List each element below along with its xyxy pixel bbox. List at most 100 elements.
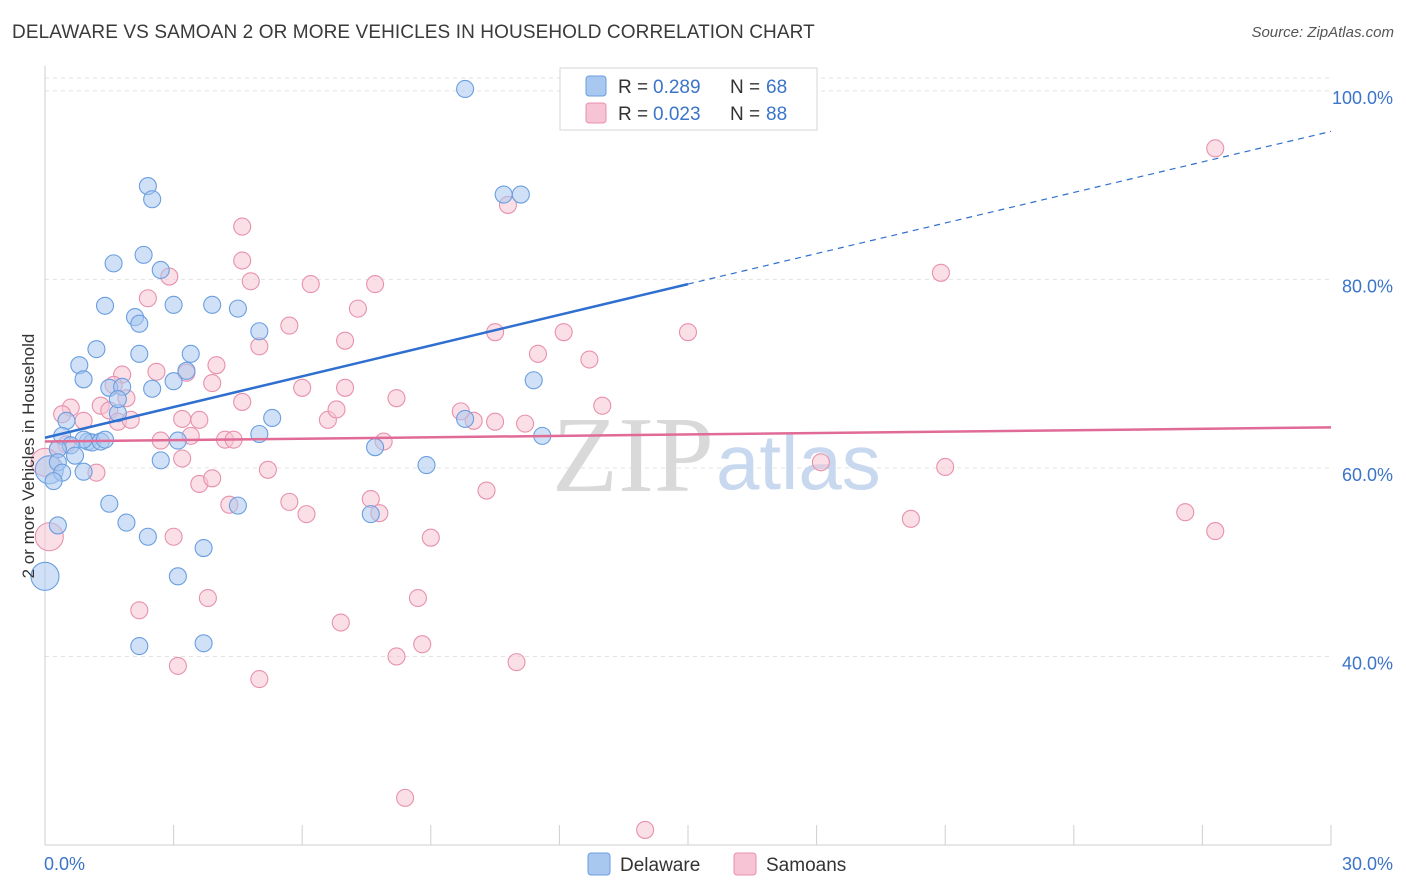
point-samoans [190, 410, 209, 429]
point-samoans [936, 457, 955, 477]
point-samoans [336, 331, 355, 350]
point-samoans [507, 653, 526, 672]
point-samoans [138, 289, 157, 308]
point-delaware [30, 561, 60, 591]
bottom-legend-delaware: Delaware [620, 855, 700, 876]
point-samoans [421, 528, 440, 547]
point-delaware [228, 299, 247, 318]
bottom-legend: Delaware Samoans [587, 852, 846, 876]
point-delaware [143, 190, 162, 209]
point-samoans [554, 323, 573, 342]
point-samoans [250, 337, 269, 356]
point-samoans [293, 378, 312, 397]
x-tick-label-min: 0.0% [44, 854, 85, 874]
y-tick-label: 80.0% [1342, 276, 1393, 296]
point-delaware [57, 411, 76, 430]
point-delaware [164, 295, 183, 314]
watermark-atlas: atlas [716, 418, 881, 506]
point-delaware [263, 408, 282, 428]
legend-r-value-samoans: 0.023 [653, 104, 701, 125]
point-samoans [528, 344, 548, 363]
point-samoans [516, 414, 535, 433]
point-samoans [408, 588, 427, 608]
bottom-legend-swatch-samoans [733, 852, 757, 876]
point-delaware [95, 296, 115, 315]
point-delaware [44, 472, 63, 491]
point-samoans [250, 670, 269, 689]
y-tick-label: 40.0% [1342, 653, 1393, 673]
point-samoans [203, 374, 222, 393]
point-delaware [87, 340, 106, 359]
point-samoans [413, 635, 432, 654]
trend-line-extension-delaware [687, 130, 1332, 285]
point-samoans [387, 389, 406, 408]
point-delaware [203, 295, 222, 314]
point-samoans [931, 263, 950, 282]
point-delaware [74, 370, 93, 389]
point-samoans [241, 272, 260, 291]
point-delaware [48, 516, 67, 535]
point-samoans [396, 788, 415, 807]
point-delaware [177, 361, 196, 380]
y-tick-labels: 40.0% 60.0% 80.0% 100.0% [1332, 88, 1393, 674]
point-samoans [678, 323, 698, 342]
point-delaware [417, 456, 436, 475]
legend: R = 0.289 N = 68 R = 0.023 N = 88 [559, 67, 818, 131]
point-delaware [164, 372, 183, 391]
point-delaware [130, 314, 149, 333]
point-samoans [280, 316, 299, 335]
point-samoans [387, 647, 406, 666]
trend-line-samoans [44, 426, 1332, 443]
point-samoans [130, 601, 149, 620]
point-samoans [366, 275, 385, 294]
point-delaware [456, 409, 475, 428]
point-delaware [250, 322, 269, 341]
point-samoans [164, 527, 183, 546]
point-delaware [100, 494, 119, 513]
point-delaware [138, 527, 157, 546]
point-delaware [108, 390, 127, 409]
y-tick-label: 60.0% [1342, 465, 1393, 485]
point-delaware [366, 438, 385, 457]
legend-n-label-1: N = [730, 77, 760, 98]
point-samoans [636, 820, 655, 839]
point-samoans [173, 449, 192, 468]
point-samoans [1206, 139, 1225, 158]
point-delaware [130, 637, 149, 656]
point-samoans [477, 481, 496, 500]
point-samoans [198, 588, 217, 608]
point-samoans [147, 362, 166, 381]
point-samoans [280, 492, 299, 511]
trend-lines [44, 130, 1332, 443]
point-delaware [524, 371, 543, 390]
point-samoans [1206, 522, 1225, 541]
point-delaware [494, 185, 513, 204]
y-axis-title: 2 or more Vehicles in Household [19, 334, 38, 579]
point-delaware [456, 79, 475, 99]
point-delaware [228, 496, 247, 515]
legend-r-label-1: R = [618, 77, 648, 98]
point-delaware [65, 446, 85, 465]
point-delaware [143, 379, 162, 398]
point-delaware [130, 344, 149, 363]
y-tick-label: 100.0% [1332, 88, 1393, 108]
legend-r-label-2: R = [618, 104, 648, 125]
point-delaware [117, 513, 136, 532]
x-tick-labels: 0.0% 30.0% [44, 854, 1393, 874]
legend-swatch-delaware [585, 75, 607, 97]
point-samoans [301, 275, 320, 294]
point-samoans [233, 251, 252, 270]
legend-r-value-delaware: 0.289 [653, 77, 701, 98]
point-delaware [361, 505, 380, 524]
point-delaware [151, 260, 170, 280]
legend-n-value-delaware: 68 [766, 77, 787, 98]
legend-n-value-samoans: 88 [766, 104, 787, 125]
trend-line-delaware [44, 282, 689, 439]
point-samoans [297, 505, 316, 524]
bottom-legend-samoans: Samoans [766, 855, 846, 876]
point-delaware [104, 254, 123, 273]
point-samoans [327, 400, 346, 419]
point-samoans [348, 299, 367, 318]
point-delaware [74, 462, 93, 481]
